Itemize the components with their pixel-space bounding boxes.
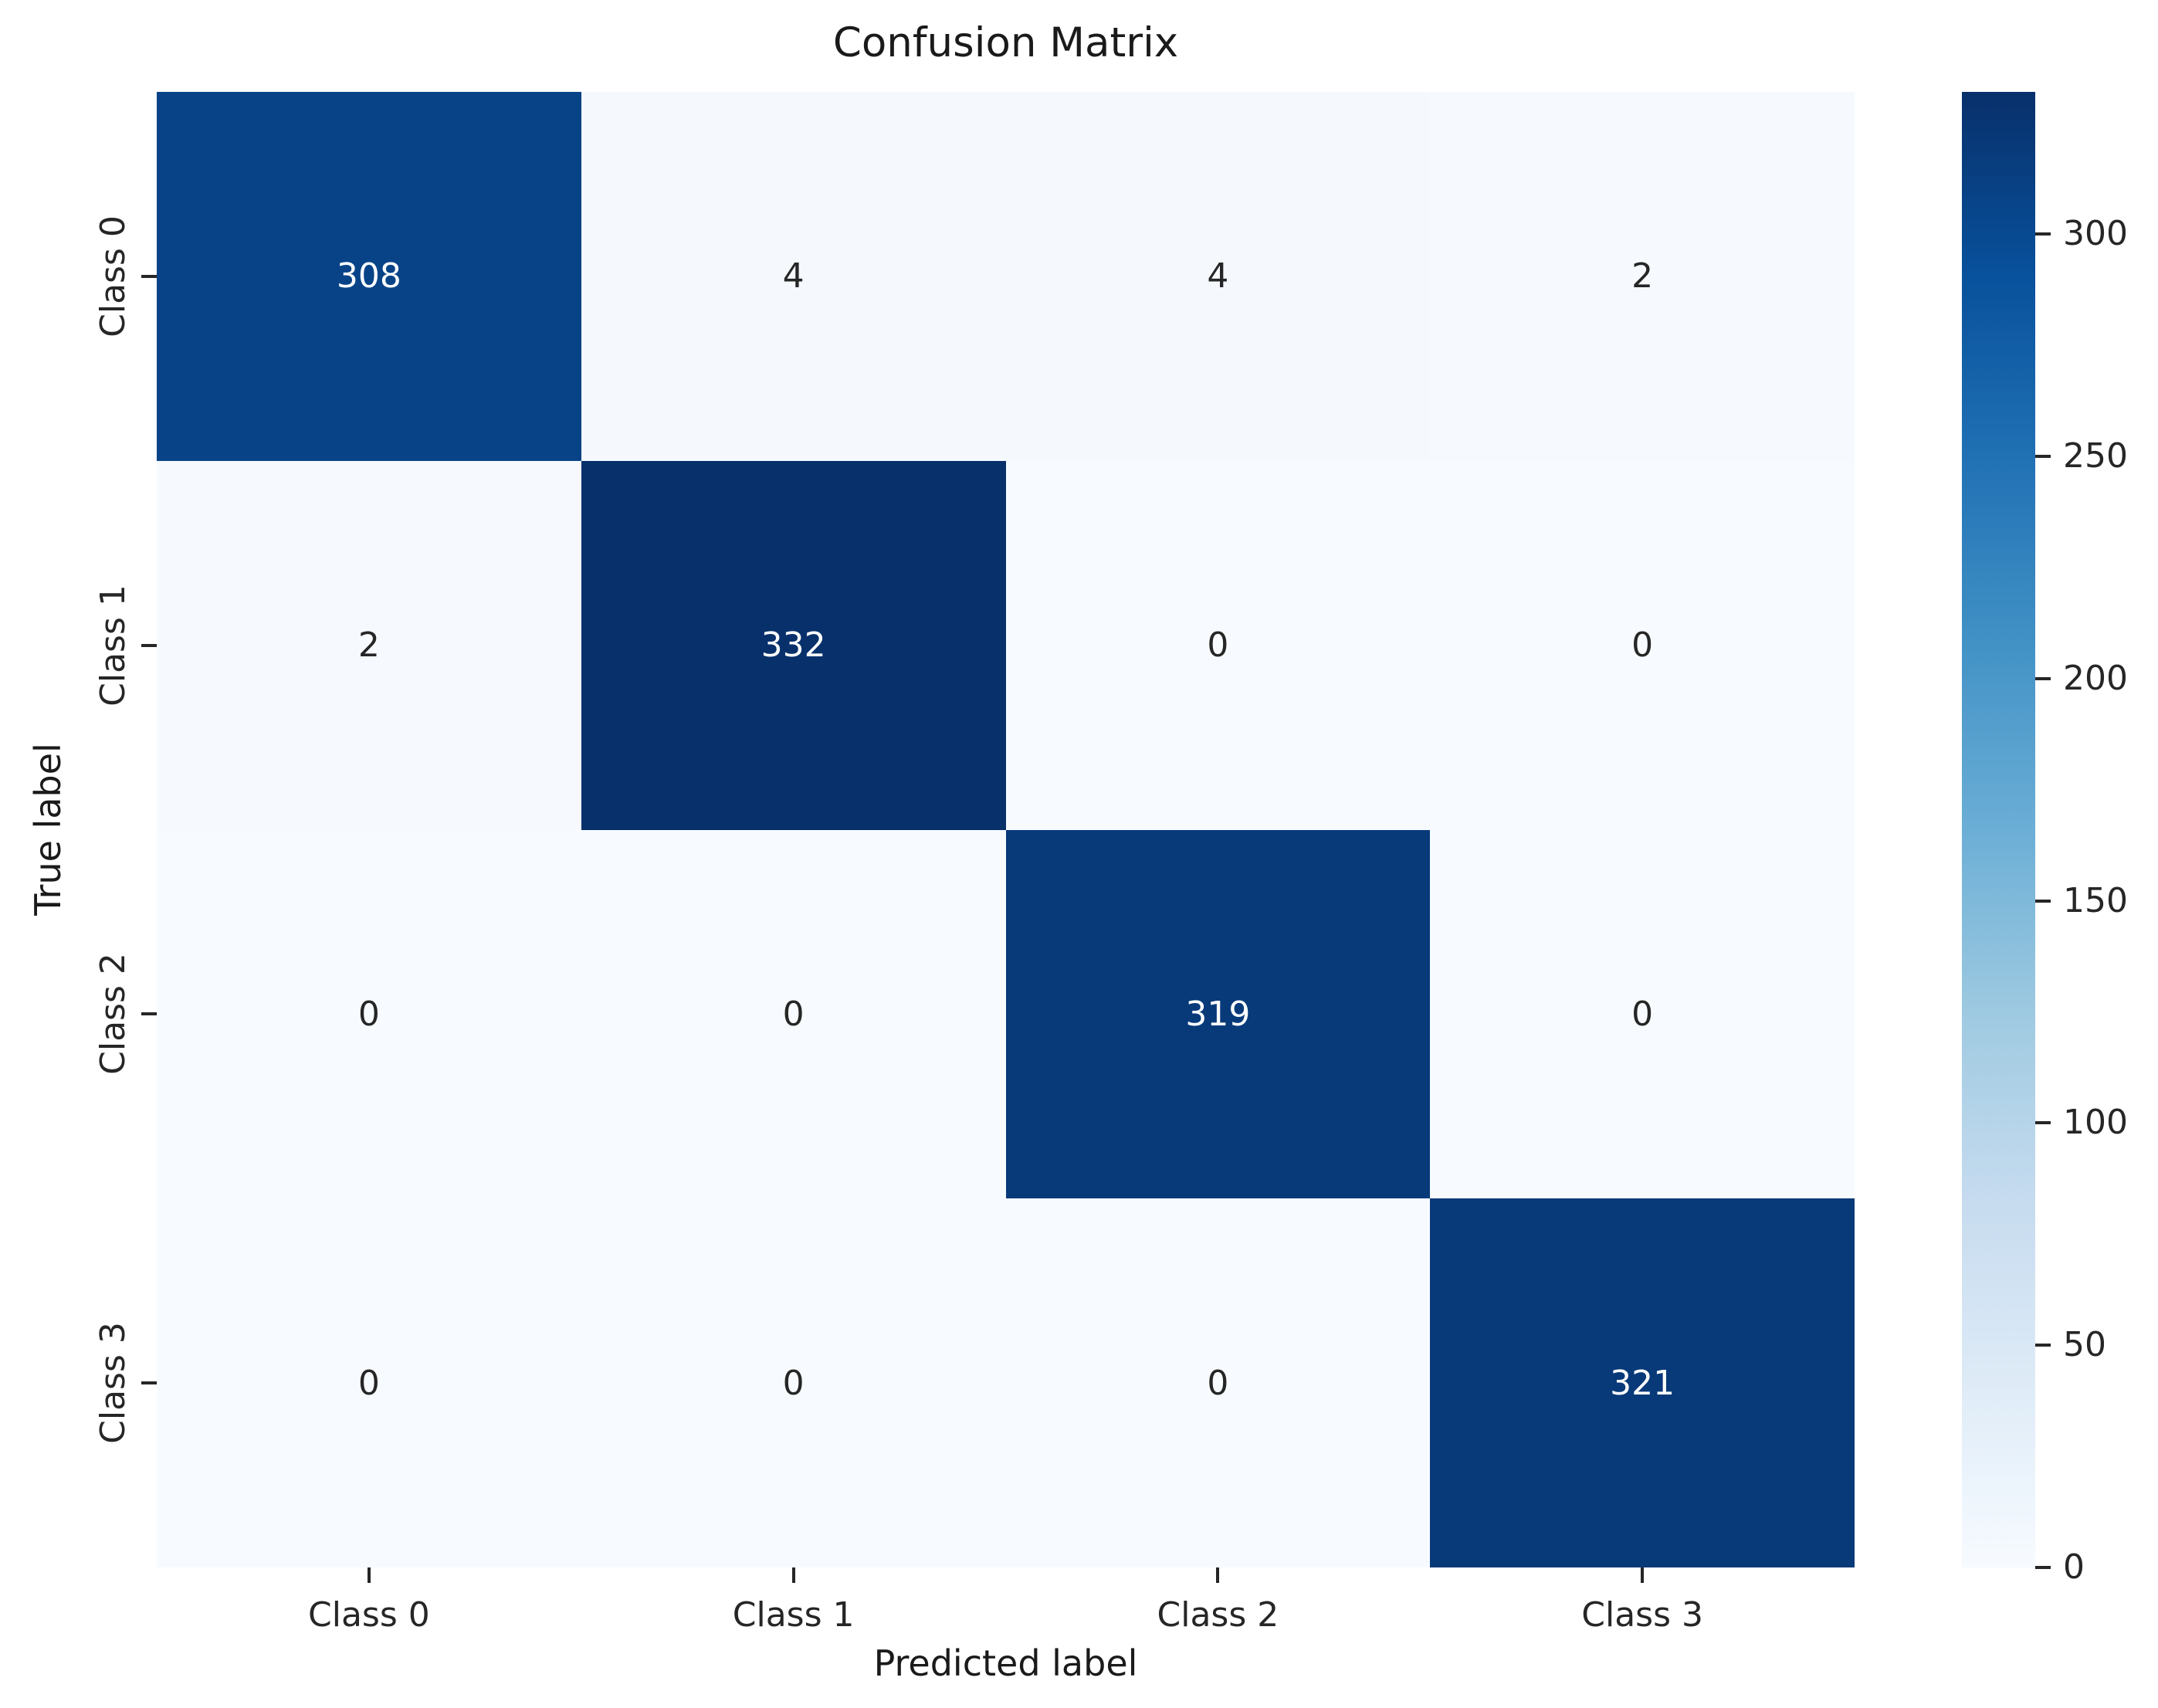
x-tick-mark	[1641, 1567, 1645, 1583]
x-tick-mark	[1216, 1567, 1220, 1583]
heatmap-cell: 4	[581, 92, 1006, 461]
heatmap-cell: 0	[581, 1198, 1006, 1567]
colorbar-tick-mark	[2035, 1344, 2051, 1347]
colorbar-tick-mark	[2035, 1121, 2051, 1125]
x-tick-mark	[367, 1567, 371, 1583]
cell-annotation: 321	[1610, 1363, 1675, 1403]
cell-annotation: 4	[782, 256, 805, 297]
cell-annotation: 0	[1631, 625, 1654, 666]
colorbar-tick-label: 100	[2063, 1103, 2128, 1143]
colorbar-tick-label: 50	[2063, 1325, 2106, 1365]
heatmap-cell: 0	[1005, 1198, 1431, 1567]
cell-annotation: 308	[336, 256, 401, 297]
heatmap-cell: 0	[581, 829, 1006, 1199]
x-tick-label: Class 3	[1581, 1595, 1703, 1635]
heatmap-cell: 0	[1430, 460, 1855, 830]
y-tick-mark	[141, 1012, 157, 1016]
cell-annotation: 2	[1631, 256, 1654, 297]
x-tick-mark	[791, 1567, 795, 1583]
heatmap-cell: 319	[1005, 829, 1431, 1199]
cell-annotation: 332	[761, 625, 826, 666]
heatmap-cell: 0	[1005, 460, 1431, 830]
cell-annotation: 0	[782, 1363, 805, 1403]
heatmap-cell: 332	[581, 460, 1006, 830]
colorbar-tick-mark	[2035, 676, 2051, 680]
colorbar-tick-label: 250	[2063, 435, 2128, 476]
cell-annotation: 0	[357, 1363, 380, 1403]
cell-annotation: 2	[357, 625, 380, 666]
heatmap-cell: 2	[157, 460, 581, 830]
x-tick-label: Class 1	[732, 1595, 855, 1635]
chart-title: Confusion Matrix	[832, 19, 1179, 66]
cell-annotation: 319	[1185, 994, 1251, 1034]
cell-annotation: 0	[1207, 625, 1229, 666]
y-tick-label: Class 0	[93, 215, 133, 337]
x-axis-label: Predicted label	[873, 1642, 1138, 1684]
colorbar-tick-label: 150	[2063, 880, 2128, 920]
colorbar-tick-mark	[2035, 1566, 2051, 1569]
y-tick-mark	[141, 643, 157, 647]
cell-annotation: 0	[1207, 1363, 1229, 1403]
heatmap-cell: 2	[1430, 92, 1855, 461]
colorbar-tick-label: 200	[2063, 658, 2128, 698]
heatmap-cell: 0	[157, 829, 581, 1199]
cell-annotation: 0	[782, 994, 805, 1034]
colorbar-tick-mark	[2035, 454, 2051, 458]
x-tick-label: Class 2	[1157, 1595, 1279, 1635]
colorbar-tick-mark	[2035, 232, 2051, 236]
y-tick-label: Class 1	[93, 584, 133, 707]
x-tick-label: Class 0	[308, 1595, 430, 1635]
y-axis-label: True label	[27, 743, 69, 916]
cell-annotation: 4	[1207, 256, 1229, 297]
heatmap-cell: 321	[1430, 1198, 1855, 1567]
colorbar-tick-label: 300	[2063, 214, 2128, 254]
y-tick-mark	[141, 1381, 157, 1385]
y-tick-mark	[141, 274, 157, 278]
heatmap-cell: 0	[157, 1198, 581, 1567]
cell-annotation: 0	[1631, 994, 1654, 1034]
heatmap-plot-area: 308 4 4 2 2 332 0 0 0 0 319 0 0 0 0 321	[157, 92, 1855, 1567]
y-tick-label: Class 3	[93, 1322, 133, 1444]
colorbar-tick-label: 0	[2063, 1547, 2085, 1587]
heatmap-cell: 4	[1005, 92, 1431, 461]
y-tick-label: Class 2	[93, 953, 133, 1076]
heatmap-cell: 0	[1430, 829, 1855, 1199]
colorbar	[1962, 92, 2035, 1567]
cell-annotation: 0	[357, 994, 380, 1034]
colorbar-tick-mark	[2035, 899, 2051, 903]
heatmap-cell: 308	[157, 92, 581, 461]
